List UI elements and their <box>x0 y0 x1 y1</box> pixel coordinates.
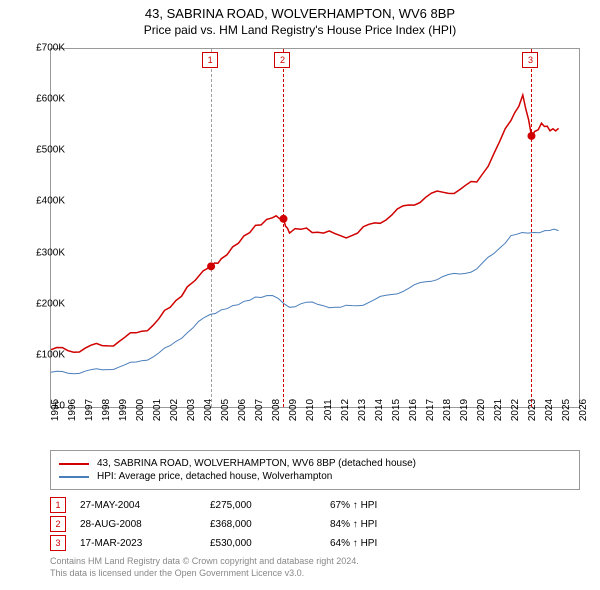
sale-marker-dot <box>527 132 535 140</box>
title-subtitle: Price paid vs. HM Land Registry's House … <box>0 21 600 37</box>
legend-swatch <box>59 463 89 465</box>
footer-line1: Contains HM Land Registry data © Crown c… <box>50 556 359 568</box>
sales-row-date: 28-AUG-2008 <box>80 519 210 530</box>
sales-row-price: £530,000 <box>210 538 330 549</box>
x-tick-label: 2026 <box>578 399 589 421</box>
sales-row-badge: 3 <box>50 535 66 551</box>
sales-row-pct: 67% ↑ HPI <box>330 500 377 511</box>
sales-table: 1 27-MAY-2004£275,00067% ↑ HPI 2 28-AUG-200… <box>50 494 580 554</box>
legend-row: 43, SABRINA ROAD, WOLVERHAMPTON, WV6 8BP… <box>59 458 571 469</box>
sale-marker-badge: 3 <box>522 52 538 68</box>
sales-row-pct: 84% ↑ HPI <box>330 519 377 530</box>
plot-area <box>50 48 580 408</box>
series-property <box>51 95 559 352</box>
sales-row-price: £275,000 <box>210 500 330 511</box>
sales-row-badge: 1 <box>50 497 66 513</box>
sales-row-date: 17-MAR-2023 <box>80 538 210 549</box>
plot-svg <box>51 49 579 407</box>
sale-marker-dot <box>207 262 215 270</box>
sales-row: 3 17-MAR-2023£530,00064% ↑ HPI <box>50 535 580 551</box>
footer-attribution: Contains HM Land Registry data © Crown c… <box>50 556 359 579</box>
sales-row: 2 28-AUG-2008£368,00084% ↑ HPI <box>50 516 580 532</box>
sales-row-date: 27-MAY-2004 <box>80 500 210 511</box>
sale-marker-badge: 2 <box>274 52 290 68</box>
sales-row: 1 27-MAY-2004£275,00067% ↑ HPI <box>50 497 580 513</box>
legend-label: HPI: Average price, detached house, Wolv… <box>97 471 332 482</box>
footer-line2: This data is licensed under the Open Gov… <box>50 568 359 580</box>
legend-row: HPI: Average price, detached house, Wolv… <box>59 471 571 482</box>
sales-row-price: £368,000 <box>210 519 330 530</box>
legend-label: 43, SABRINA ROAD, WOLVERHAMPTON, WV6 8BP… <box>97 458 416 469</box>
sales-row-badge: 2 <box>50 516 66 532</box>
chart-container: 43, SABRINA ROAD, WOLVERHAMPTON, WV6 8BP… <box>0 0 600 590</box>
title-address: 43, SABRINA ROAD, WOLVERHAMPTON, WV6 8BP <box>0 0 600 21</box>
series-hpi <box>51 229 559 374</box>
legend: 43, SABRINA ROAD, WOLVERHAMPTON, WV6 8BP… <box>50 450 580 490</box>
sales-row-pct: 64% ↑ HPI <box>330 538 377 549</box>
legend-swatch <box>59 476 89 478</box>
sale-marker-badge: 1 <box>202 52 218 68</box>
sale-marker-dot <box>279 215 287 223</box>
